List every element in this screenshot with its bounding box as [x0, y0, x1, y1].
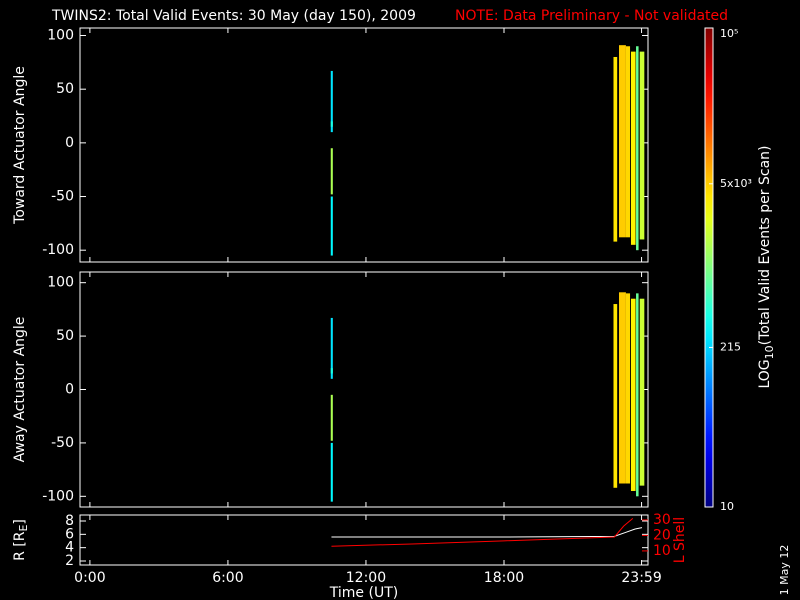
data-block	[613, 56, 618, 242]
data-block	[330, 196, 333, 256]
y-tick-label: -50	[51, 189, 74, 205]
chart-title: TWINS2: Total Valid Events: 30 May (day …	[51, 8, 416, 24]
colorbar-label-main: LOG	[757, 359, 773, 388]
y-tick-label: 0	[65, 135, 74, 151]
series-line	[331, 527, 643, 538]
data-block	[639, 298, 645, 486]
data-block	[625, 293, 631, 484]
plot-frame	[79, 514, 649, 566]
colorbar-label-sub: 10	[763, 345, 776, 359]
y-axis-label: Toward Actuator Angle	[12, 66, 28, 225]
y2-tick-label: 20	[653, 527, 671, 543]
chart-note: NOTE: Data Preliminary - Not validated	[455, 8, 728, 24]
y-tick-label: 100	[47, 275, 74, 291]
colorbar	[704, 27, 714, 508]
data-block	[630, 51, 636, 245]
data-block	[613, 304, 618, 488]
x-tick-label: 0:00	[74, 570, 105, 586]
data-block	[619, 45, 626, 238]
x-tick-label: 6:00	[212, 570, 243, 586]
y-tick-label: -50	[51, 435, 74, 451]
y2-tick-label: 10	[653, 543, 671, 559]
colorbar-tick-label: 5x10³	[720, 177, 752, 190]
data-block	[330, 148, 333, 195]
y-tick-label: 4	[65, 540, 74, 556]
data-block	[636, 293, 639, 497]
data-block	[330, 317, 333, 379]
x-tick-label: 18:00	[484, 570, 524, 586]
y-tick-label: 6	[65, 526, 74, 542]
colorbar-tick-label: 215	[720, 340, 741, 353]
x-tick-label: 23:59	[621, 570, 661, 586]
data-block	[330, 121, 333, 127]
data-block	[330, 442, 333, 502]
y-tick-label: 50	[56, 328, 74, 344]
plot-frame	[79, 27, 649, 263]
y-tick-label: 50	[56, 81, 74, 97]
data-block	[619, 292, 626, 484]
series-line	[331, 518, 634, 547]
x-axis-label: Time (UT)	[329, 585, 398, 600]
r-axis-label: R [RE]	[12, 519, 30, 561]
y-tick-label: 100	[47, 28, 74, 44]
data-block	[639, 51, 645, 240]
r-label-main: R [R	[12, 531, 28, 561]
data-block	[330, 368, 333, 374]
y-axis-label: Away Actuator Angle	[12, 317, 28, 463]
y-tick-label: -100	[42, 488, 74, 504]
y-tick-label: 8	[65, 513, 74, 529]
y2-axis-label: L Shell	[672, 517, 688, 563]
colorbar-label: LOG10(Total Valid Events per Scan)	[757, 145, 776, 388]
data-block	[636, 46, 639, 251]
y-tick-label: -100	[42, 242, 74, 258]
data-block	[625, 46, 631, 238]
y-tick-label: 2	[65, 553, 74, 569]
colorbar-tick-label: 10	[720, 500, 734, 513]
y2-tick-label: 30	[653, 512, 671, 528]
data-block	[330, 394, 333, 441]
x-tick-label: 12:00	[346, 570, 386, 586]
r-label-end: ]	[12, 519, 28, 524]
plot-frame	[79, 271, 649, 508]
y-tick-label: 0	[65, 382, 74, 398]
colorbar-tick-label: 10⁵	[720, 27, 738, 40]
colorbar-label-rest: (Total Valid Events per Scan)	[757, 145, 773, 345]
r-label-sub: E	[17, 525, 30, 532]
data-block	[630, 298, 636, 491]
date-stamp: 1 May 12	[778, 545, 791, 596]
data-block	[330, 70, 333, 133]
